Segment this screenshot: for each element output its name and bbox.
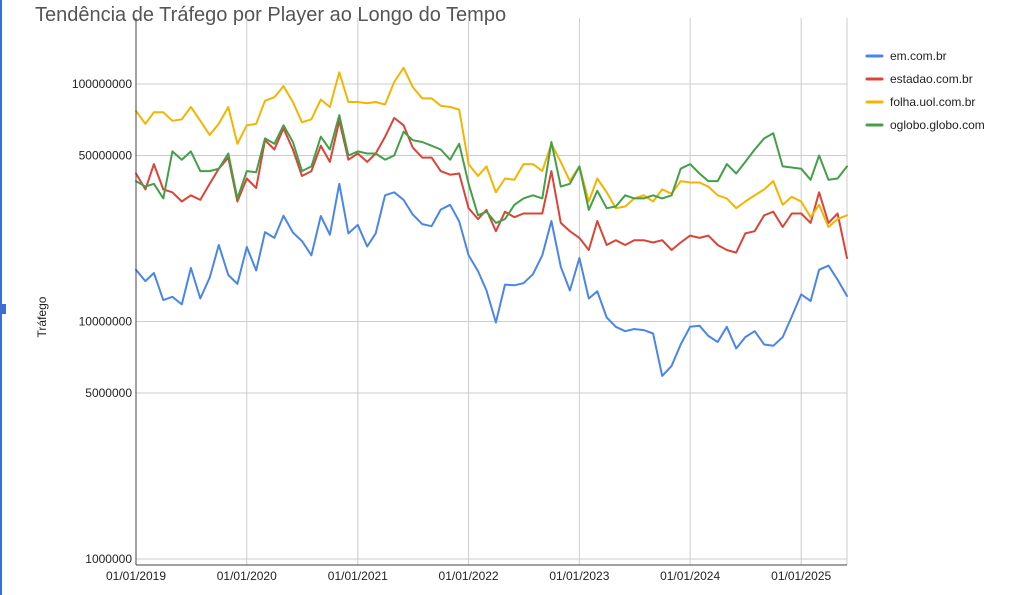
series-line-folha-uol-com-br [135, 66, 848, 228]
x-tick-label: 01/01/2021 [328, 569, 388, 583]
window-left-edge [0, 0, 2, 595]
window-resize-handle[interactable] [0, 304, 6, 314]
series-line-estadao-com-br [135, 116, 848, 259]
y-tick-label: 100000000 [72, 77, 132, 91]
y-tick-label: 5000000 [85, 386, 132, 400]
y-tick-label: 10000000 [79, 315, 133, 329]
x-tick-label: 01/01/2020 [217, 569, 277, 583]
x-tick-label: 01/01/2022 [439, 569, 499, 583]
y-tick-label: 1000000 [85, 552, 132, 566]
x-tick-label: 01/01/2025 [771, 569, 831, 583]
series-line-oglobo-globo-com [135, 114, 848, 224]
series-line-em-com-br [135, 182, 848, 377]
legend-label: estadao.com.br [890, 72, 973, 86]
legend-label: folha.uol.com.br [890, 95, 975, 109]
legend: em.com.br estadao.com.br folha.uol.com.br o… [865, 49, 985, 132]
y-tick-label: 50000000 [79, 148, 133, 162]
legend-label: oglobo.globo.com [890, 118, 985, 132]
grid-lines [135, 18, 848, 565]
legend-label: em.com.br [890, 49, 947, 63]
x-tick-label: 01/01/2024 [660, 569, 720, 583]
x-tick-label: 01/01/2023 [549, 569, 609, 583]
y-axis-title: Tráfego [35, 296, 49, 337]
series-lines [135, 66, 848, 377]
x-tick-label: 01/01/2019 [106, 569, 166, 583]
chart-title: Tendência de Tráfego por Player ao Longo… [35, 4, 507, 26]
axes: 1000000 5000000 10000000 50000000 100000000 0… [72, 18, 847, 583]
